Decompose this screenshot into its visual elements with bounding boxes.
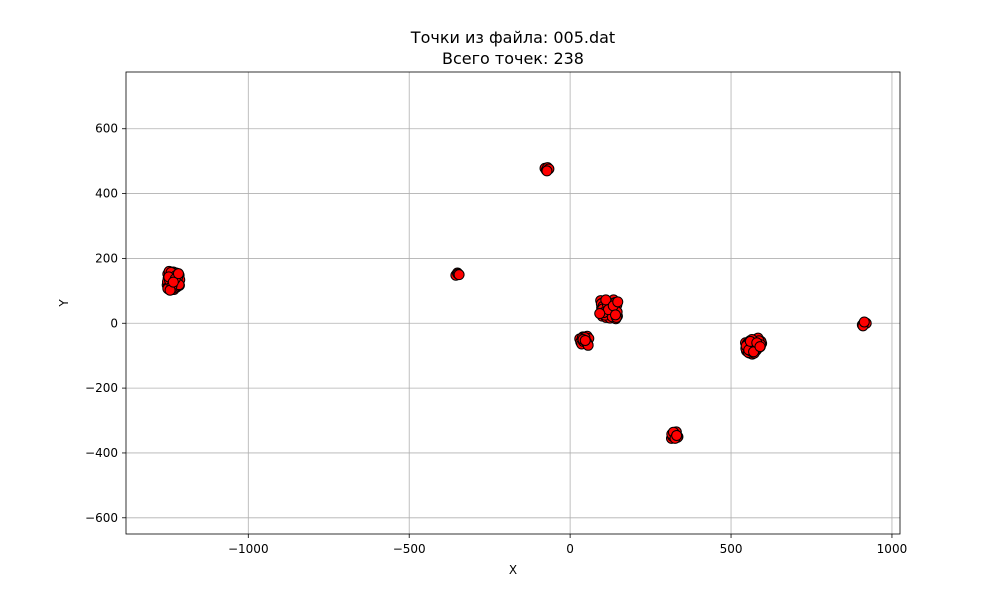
y-axis-label: Y [57,299,71,308]
y-tick-label: 400 [95,187,118,201]
data-points [161,162,872,444]
scatter-point [754,341,766,353]
grid-lines [126,72,900,534]
x-tick-label: −1000 [228,542,269,556]
x-axis-label: X [509,563,517,577]
y-tick-label: −200 [85,381,118,395]
scatter-point [579,334,591,346]
y-tick-label: −600 [85,511,118,525]
chart-title: Точки из файла: 005.dat [410,28,615,47]
scatter-point [453,269,465,281]
x-tick-label: −500 [393,542,426,556]
x-tick-label: 500 [720,542,743,556]
plot-frame [125,71,901,535]
scatter-point [858,316,870,328]
chart-subtitle: Всего точек: 238 [442,49,584,68]
scatter-point [172,268,184,280]
y-tick-label: 0 [110,316,118,330]
scatter-point [610,309,622,321]
scatter-point [167,276,179,288]
axis-ticks: −1000 −500 0 500 1000 −600 −400 −200 0 200 400 600 [85,122,907,556]
x-tick-label: 0 [566,542,574,556]
y-tick-label: 600 [95,122,118,136]
scatter-point [612,296,624,308]
scatter-point [541,165,553,177]
x-tick-label: 1000 [877,542,908,556]
y-tick-label: −400 [85,446,118,460]
scatter-point [671,429,683,441]
scatter-point [594,308,606,320]
y-tick-label: 200 [95,251,118,265]
